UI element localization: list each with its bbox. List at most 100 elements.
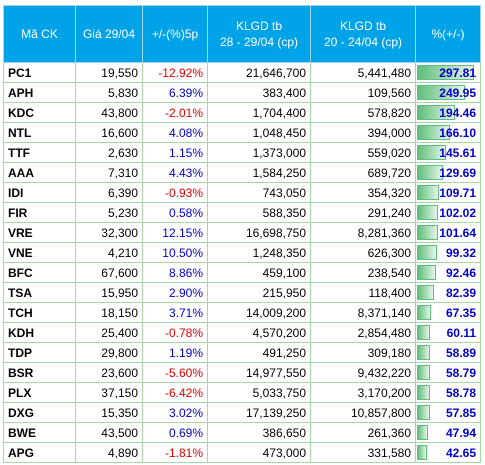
table-cell: 0.69%	[142, 422, 208, 443]
table-row: VNE 4,210 10.50% 1,248,350 626,300 99.32	[3, 242, 481, 263]
cell-text: 101.64	[439, 225, 476, 240]
table-cell: 99.32	[415, 242, 481, 263]
table-cell: BWE	[3, 422, 76, 443]
table-cell: 15,950	[75, 282, 143, 303]
data-bar	[417, 105, 455, 120]
table-cell: 58.89	[415, 342, 481, 363]
header-cell: %(+/-)	[415, 5, 481, 63]
table-row: PLX 37,150 -6.42% 5,033,750 3,170,200 58.78	[3, 382, 481, 403]
table-cell: 383,400	[207, 82, 311, 103]
table-cell: 129.69	[415, 162, 481, 183]
cell-text: 194.46	[439, 105, 476, 120]
cell-text: 42.65	[445, 445, 476, 460]
table-cell: TTF	[3, 142, 76, 163]
table-cell: 109,560	[310, 82, 416, 103]
table-cell: 249.95	[415, 82, 481, 103]
table-cell: 12.15%	[142, 222, 208, 243]
table-body: PC1 19,550 -12.92% 21,646,700 5,441,480 297.8…	[3, 62, 481, 463]
table-cell: 67.35	[415, 302, 481, 323]
table-row: TSA 15,950 2.90% 215,950 118,400 82.39	[3, 282, 481, 303]
table-cell: 459,100	[207, 262, 311, 283]
data-bar	[417, 165, 443, 180]
header-cell: +/-(%)5p	[142, 5, 208, 63]
table-row: NTL 16,600 4.08% 1,048,450 394,000 166.10	[3, 122, 481, 143]
table-cell: 0.58%	[142, 202, 208, 223]
table-cell: KDC	[3, 102, 76, 123]
cell-text: 57.85	[445, 405, 476, 420]
table-cell: 10.50%	[142, 242, 208, 263]
table-cell: 37,150	[75, 382, 143, 403]
table-cell: 743,050	[207, 182, 311, 203]
table-row: KDC 43,800 -2.01% 1,704,400 578,820 194.46	[3, 102, 481, 123]
table-cell: 118,400	[310, 282, 416, 303]
table-cell: BSR	[3, 362, 76, 383]
table-cell: 1,373,000	[207, 142, 311, 163]
table-cell: 3.71%	[142, 302, 208, 323]
data-table: Mã CK Giá 29/04 +/-(%)5p KLGD tb 28 - 29/04 …	[3, 5, 481, 463]
table-cell: 238,540	[310, 262, 416, 283]
table-row: TDP 29,800 1.19% 491,250 309,180 58.89	[3, 342, 481, 363]
table-row: TTF 2,630 1.15% 1,373,000 559,020 145.61	[3, 142, 481, 163]
cell-text: 249.95	[439, 85, 476, 100]
data-bar	[417, 285, 435, 300]
data-bar	[417, 425, 428, 440]
table-cell: TSA	[3, 282, 76, 303]
header-cell: Mã CK	[3, 5, 76, 63]
table-cell: 3.02%	[142, 402, 208, 423]
table-cell: 57.85	[415, 402, 481, 423]
table-cell: 4,570,200	[207, 322, 311, 343]
table-cell: 19,550	[75, 62, 143, 83]
data-bar	[417, 145, 446, 160]
cell-text: 60.11	[446, 325, 476, 340]
table-cell: 194.46	[415, 102, 481, 123]
header-cell: KLGD tb 20 - 24/04 (cp)	[310, 5, 416, 63]
cell-text: 92.46	[445, 265, 476, 280]
table-row: TCH 18,150 3.71% 14,009,200 8,371,140 67.35	[3, 302, 481, 323]
table-cell: 2.90%	[142, 282, 208, 303]
table-row: FIR 5,230 0.58% 588,350 291,240 102.02	[3, 202, 481, 223]
table-cell: IDI	[3, 182, 76, 203]
table-cell: -0.78%	[142, 322, 208, 343]
table-cell: TDP	[3, 342, 76, 363]
table-cell: 2,630	[75, 142, 143, 163]
data-bar	[417, 405, 430, 420]
table-cell: 109.71	[415, 182, 481, 203]
table-cell: 7,310	[75, 162, 143, 183]
header-cell: KLGD tb 28 - 29/04 (cp)	[207, 5, 311, 63]
table-cell: 42.65	[415, 442, 481, 463]
table-cell: 58.79	[415, 362, 481, 383]
table-cell: 32,300	[75, 222, 143, 243]
table-row: PC1 19,550 -12.92% 21,646,700 5,441,480 297.8…	[3, 62, 481, 83]
header-text: Mã CK	[21, 27, 58, 41]
cell-text: 145.61	[439, 145, 476, 160]
table-cell: 1.19%	[142, 342, 208, 363]
table-cell: 14,977,550	[207, 362, 311, 383]
table-cell: 491,250	[207, 342, 311, 363]
table-cell: 386,650	[207, 422, 311, 443]
table-cell: 58.78	[415, 382, 481, 403]
table-cell: 588,350	[207, 202, 311, 223]
table-cell: 43,800	[75, 102, 143, 123]
table-cell: 2,854,480	[310, 322, 416, 343]
table-cell: 16,698,750	[207, 222, 311, 243]
table-cell: AAA	[3, 162, 76, 183]
table-cell: 559,020	[310, 142, 416, 163]
table-cell: 626,300	[310, 242, 416, 263]
table-cell: 578,820	[310, 102, 416, 123]
table-cell: 331,580	[310, 442, 416, 463]
table-cell: 3,170,200	[310, 382, 416, 403]
table-cell: 6.39%	[142, 82, 208, 103]
data-bar	[417, 225, 438, 240]
table-cell: 21,646,700	[207, 62, 311, 83]
table-cell: 25,400	[75, 322, 143, 343]
table-cell: 309,180	[310, 342, 416, 363]
table-cell: NTL	[3, 122, 76, 143]
table-cell: 60.11	[415, 322, 481, 343]
header-text: Giá 29/04	[82, 27, 136, 41]
table-cell: 215,950	[207, 282, 311, 303]
cell-text: 67.35	[445, 305, 476, 320]
table-row: VRE 32,300 12.15% 16,698,750 8,281,360 101.64	[3, 222, 481, 243]
cell-text: 58.79	[445, 365, 476, 380]
table-cell: 6,390	[75, 182, 143, 203]
header-cell: Giá 29/04	[75, 5, 143, 63]
